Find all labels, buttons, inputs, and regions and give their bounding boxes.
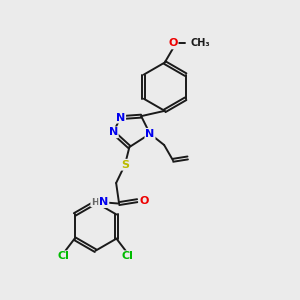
Text: N: N bbox=[109, 127, 118, 137]
Text: N: N bbox=[116, 112, 125, 123]
Text: CH₃: CH₃ bbox=[190, 38, 210, 48]
Text: N: N bbox=[99, 197, 108, 207]
Text: O: O bbox=[168, 38, 178, 48]
Text: Cl: Cl bbox=[122, 251, 134, 261]
Text: N: N bbox=[146, 129, 154, 139]
Text: O: O bbox=[139, 196, 148, 206]
Text: H: H bbox=[91, 198, 98, 207]
Text: Cl: Cl bbox=[58, 251, 69, 261]
Text: S: S bbox=[121, 160, 129, 170]
